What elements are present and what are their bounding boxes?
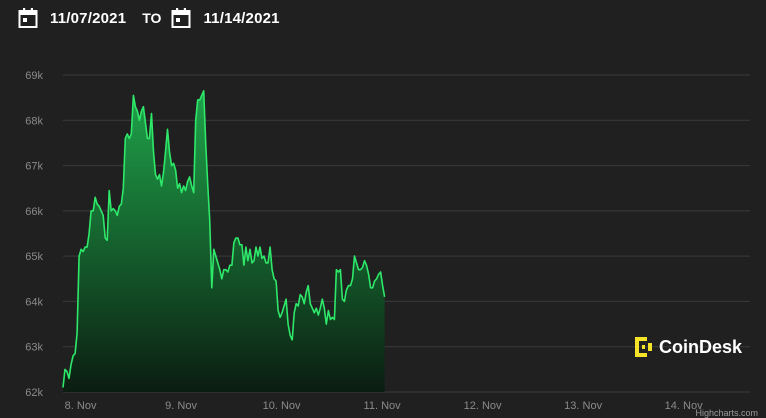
end-date[interactable]: 11/14/2021 [203,9,280,27]
chart-credit[interactable]: Highcharts.com [695,408,758,418]
x-tick-label: 9. Nov [165,400,197,412]
price-line [62,90,386,388]
start-date[interactable]: 11/07/2021 [50,9,127,27]
x-tick-label: 8. Nov [65,400,97,412]
y-tick-label: 66k [25,206,43,218]
y-tick-label: 64k [25,296,43,308]
y-axis: 62k 63k 64k 65k 66k 67k 68k 69k [25,70,43,399]
x-tick-label: 10. Nov [263,400,301,412]
calendar-icon[interactable] [18,7,38,29]
y-tick-label: 69k [25,70,43,82]
x-axis: 8. Nov 9. Nov 10. Nov 11. Nov 12. Nov 13. Nov… [65,400,703,412]
coindesk-logo-icon [635,337,652,357]
x-tick-label: 14. Nov [665,400,703,412]
logo-text: CoinDesk [659,336,743,357]
calendar-icon[interactable] [171,7,191,29]
x-tick-label: 11. Nov [364,400,402,412]
price-area [63,90,385,393]
x-tick-label: 13. Nov [564,400,602,412]
y-tick-label: 67k [25,161,43,173]
date-separator: TO [142,10,162,26]
y-tick-label: 62k [25,387,43,399]
y-tick-label: 63k [25,342,43,354]
y-tick-label: 68k [25,115,43,127]
y-tick-label: 65k [25,251,43,263]
x-tick-label: 12. Nov [464,400,502,412]
date-range: 11/07/2021 TO 11/14/2021 [18,6,280,30]
coindesk-logo: CoinDesk [634,334,742,360]
